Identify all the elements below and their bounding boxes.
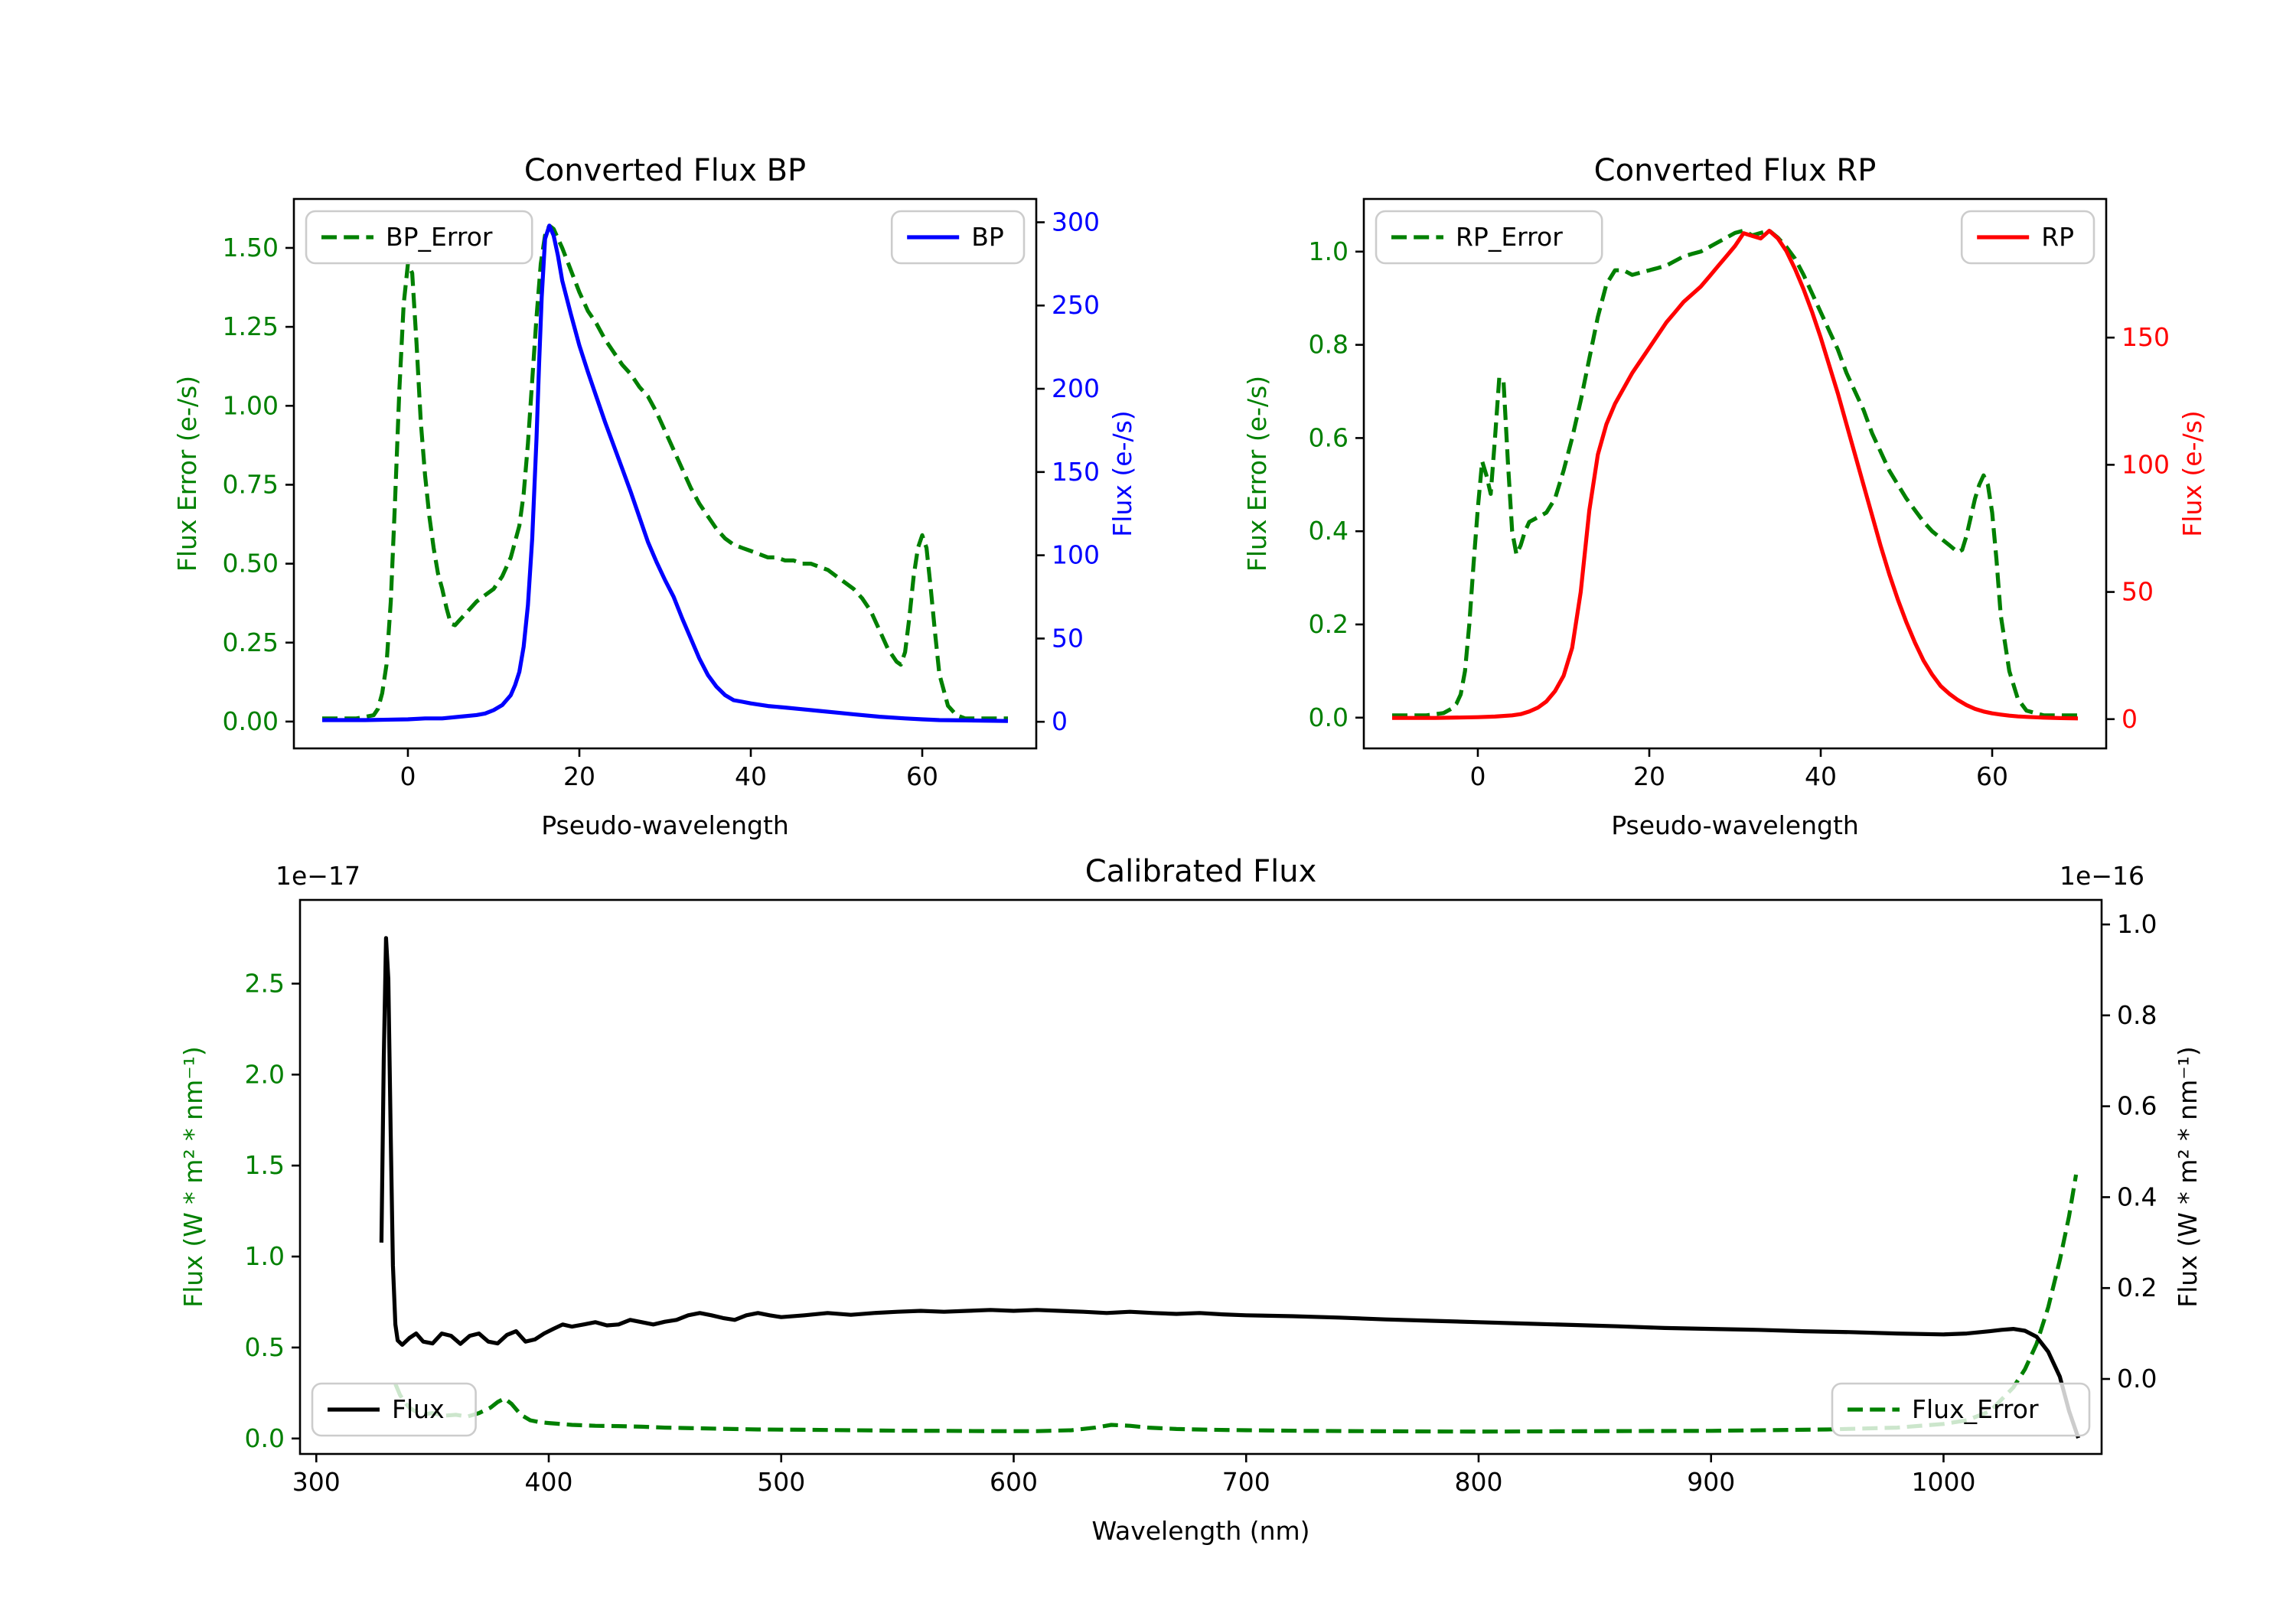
y-tick-label-right: 0.2 [2117,1273,2157,1302]
y-tick-label-left: 0.75 [223,469,279,499]
y-tick-label-right: 200 [1052,373,1100,403]
x-tick-label: 1000 [1911,1467,1975,1497]
x-tick-label: 60 [1976,761,2008,791]
legend-box [1831,1382,2091,1437]
y-tick-label-right: 0.4 [2117,1182,2157,1211]
y-axis-label-left: Flux (W * m² * nm⁻¹) [178,1046,208,1308]
y-tick-label-left: 2.0 [245,1059,285,1089]
x-tick-label: 0 [1469,761,1486,791]
axes-frame [1362,197,2108,750]
y-tick-label-left: 1.00 [223,390,279,420]
y-tick-label-right: 0 [2122,704,2138,734]
y-tick-label-right: 150 [1052,457,1100,487]
x-tick-label: 600 [990,1467,1038,1497]
y-axis-label-left: Flux Error (e-/s) [172,376,202,572]
x-tick-label: 700 [1222,1467,1270,1497]
y-tick-label-right: 100 [2122,449,2170,479]
y-tick-label-right: 100 [1052,540,1100,570]
y-tick-label-left: 1.50 [223,233,279,262]
x-tick-label: 40 [735,761,767,791]
y-tick-label-left: 0.0 [245,1423,285,1453]
flux_error-line [393,1174,2079,1434]
x-tick-label: 0 [400,761,416,791]
right-scale-offset: 1e−16 [2060,861,2144,891]
legend-label: BP_Error [386,222,493,252]
y-tick-label-left: 0.8 [1309,330,1349,360]
converted-flux-rp-panel: 0 20 40 60 0.0 0.2 0.4 0.6 0.8 1.0 0 50 100 150 Conver… [1242,153,2207,840]
axes-frame [292,197,1038,750]
legend-label: BP [971,222,1004,252]
x-tick-label: 400 [525,1467,573,1497]
rp_error-line [1392,228,2078,718]
chart-title: Calibrated Flux [1085,854,1317,889]
y-tick-label-left: 0.0 [1309,702,1349,732]
y-axis-label-right: Flux (W * m² * nm⁻¹) [2173,1046,2203,1308]
x-tick-label: 40 [1805,761,1837,791]
flux-line [379,936,2081,1439]
y-tick-label-right: 150 [2122,322,2170,352]
y-axis-label-right: Flux (e-/s) [1107,410,1137,536]
legend: Flux [311,1382,477,1437]
y-tick-label-left: 1.25 [223,311,279,341]
legend: RP [1960,210,2095,265]
y-tick-label-right: 300 [1052,207,1100,236]
legend-label: Flux_Error [1912,1394,2039,1424]
x-tick-label: 500 [757,1467,805,1497]
chart-title: Converted Flux RP [1594,153,1877,188]
chart-title: Converted Flux BP [524,153,806,188]
y-tick-label-left: 1.0 [245,1241,285,1271]
legend-label: RP [2041,222,2074,252]
y-tick-label-left: 1.0 [1309,236,1349,266]
y-tick-label-left: 0.25 [223,627,279,657]
x-tick-label: 900 [1687,1467,1735,1497]
y-tick-label-right: 50 [2122,577,2154,607]
axes-frame [298,898,2103,1455]
y-axis-label-left: Flux Error (e-/s) [1242,376,1272,572]
x-tick-label: 20 [1633,761,1665,791]
rp-line [1392,229,2079,721]
legend: BP [890,210,1026,265]
legend-box [305,210,533,265]
y-tick-label-left: 0.00 [223,706,279,736]
y-tick-label-right: 0.0 [2117,1364,2157,1393]
y-tick-label-right: 0 [1052,706,1068,736]
y-tick-label-left: 0.2 [1309,609,1349,639]
x-axis-label: Pseudo-wavelength [1611,810,1859,840]
x-axis-label: Pseudo-wavelength [541,810,789,840]
y-tick-label-left: 1.5 [245,1150,285,1180]
y-axis-label-right: Flux (e-/s) [2177,410,2207,536]
x-axis-label: Wavelength (nm) [1091,1516,1309,1546]
x-tick-label: 300 [292,1467,341,1497]
x-tick-label: 800 [1454,1467,1502,1497]
y-tick-label-left: 0.4 [1309,516,1349,546]
legend: Flux_Error [1831,1382,2091,1437]
x-tick-label: 60 [906,761,938,791]
y-tick-label-left: 0.6 [1309,422,1349,452]
legend-label: Flux [392,1394,445,1424]
calibrated-flux-panel: 300 400 500 600 700 800 900 1000 0.0 0.5 1.0 1.5 2.0… [178,854,2203,1546]
legend-label: RP_Error [1456,222,1563,252]
bp_error-line [322,223,1008,721]
left-scale-offset: 1e−17 [276,861,360,891]
y-tick-label-right: 0.6 [2117,1091,2157,1121]
legend-box [1375,210,1603,265]
converted-flux-bp-panel: 0 20 40 60 0.00 0.25 0.50 0.75 1.00 1.25 1.50 0 50 10… [172,153,1137,840]
y-tick-label-right: 250 [1052,290,1100,320]
y-tick-label-left: 0.5 [245,1332,285,1362]
y-tick-label-right: 0.8 [2117,1000,2157,1030]
y-tick-label-left: 0.50 [223,549,279,579]
legend: BP_Error [305,210,533,265]
bp-line [322,223,1009,723]
legend-box [311,1382,477,1437]
y-tick-label-right: 1.0 [2117,909,2157,939]
y-tick-label-right: 50 [1052,623,1084,653]
x-tick-label: 20 [563,761,595,791]
legend: RP_Error [1375,210,1603,265]
y-tick-label-left: 2.5 [245,968,285,998]
